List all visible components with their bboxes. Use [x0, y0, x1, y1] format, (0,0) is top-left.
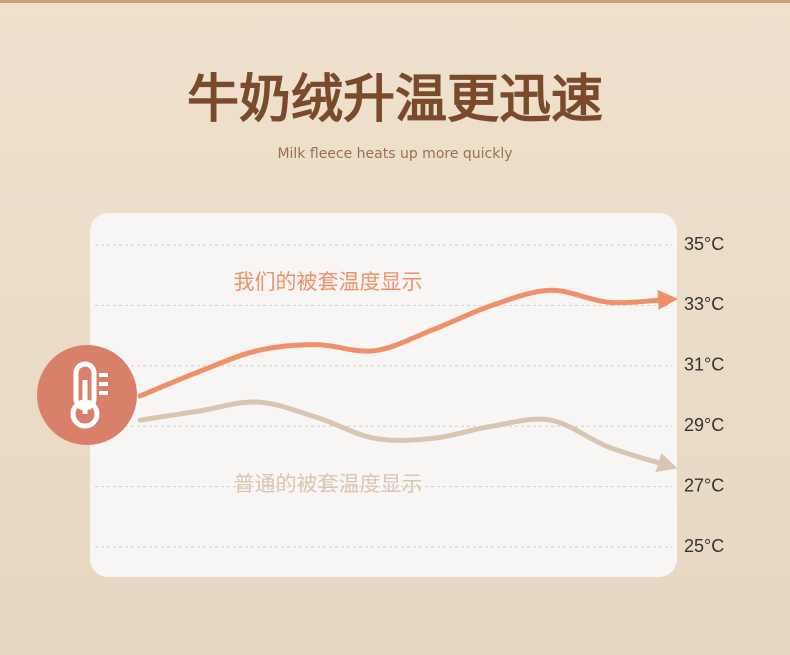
series-line	[137, 287, 678, 399]
top-edge	[0, 0, 790, 3]
series-line	[137, 399, 678, 473]
series-label: 我们的被套温度显示	[234, 270, 423, 294]
y-tick-label: 27°C	[684, 475, 724, 495]
y-tick-label: 33°C	[684, 294, 724, 314]
plot: 35°C 33°C 31°C 29°C 27°C 25°C 我们的被套温度显示普通的被套温度…	[95, 234, 724, 556]
y-tick-label: 35°C	[684, 234, 724, 254]
y-tick-label: 25°C	[684, 536, 724, 556]
title: 牛奶绒升温更迅速	[187, 70, 603, 130]
series-label: 普通的被套温度显示	[234, 472, 423, 496]
panel	[90, 213, 677, 577]
y-tick-label: 29°C	[684, 415, 724, 435]
thermometer-icon	[37, 345, 137, 445]
subtitle: Milk fleece heats up more quickly	[277, 146, 512, 162]
y-tick-label: 31°C	[684, 355, 724, 375]
